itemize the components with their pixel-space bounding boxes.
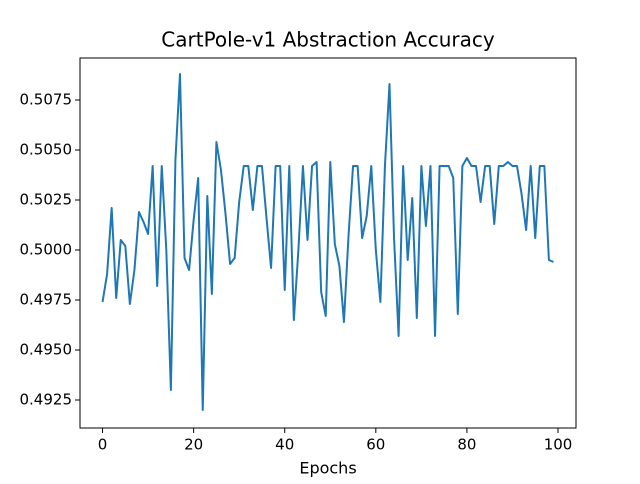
- y-tick-label: 0.4975: [20, 291, 73, 309]
- x-axis-label: Epochs: [299, 459, 356, 478]
- x-tick-label: 80: [457, 436, 476, 454]
- data-line: [101, 73, 554, 411]
- x-tick-label: 20: [184, 436, 203, 454]
- x-tick-label: 60: [366, 436, 385, 454]
- y-tick-label: 0.5050: [20, 141, 73, 159]
- y-tick-label: 0.4925: [20, 391, 73, 409]
- axes-frame: [79, 57, 577, 429]
- y-tick-label: 0.5025: [20, 191, 73, 209]
- x-tick-label: 40: [275, 436, 294, 454]
- y-tick-label: 0.5000: [20, 241, 73, 259]
- y-tick-label: 0.5075: [20, 91, 73, 109]
- chart-title: CartPole-v1 Abstraction Accuracy: [161, 28, 495, 52]
- x-tick-label: 100: [544, 436, 573, 454]
- y-tick-label: 0.4950: [20, 341, 73, 359]
- x-tick-label: 0: [98, 436, 108, 454]
